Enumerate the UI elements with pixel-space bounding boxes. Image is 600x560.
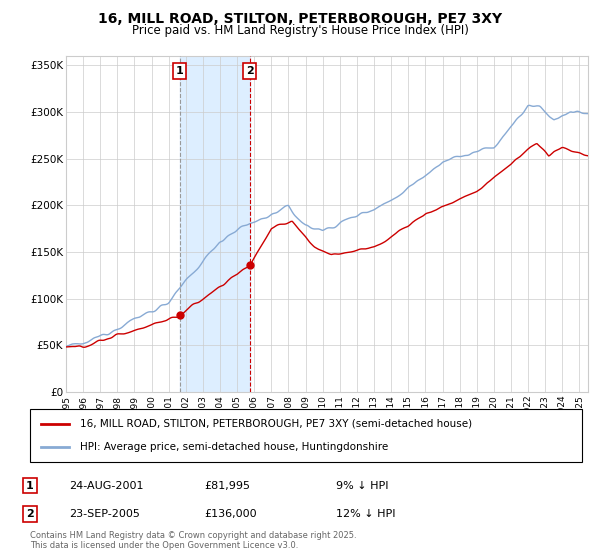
Text: 24-AUG-2001: 24-AUG-2001 — [69, 480, 143, 491]
Text: 23-SEP-2005: 23-SEP-2005 — [69, 509, 140, 519]
Text: £81,995: £81,995 — [204, 480, 250, 491]
Text: £136,000: £136,000 — [204, 509, 257, 519]
Text: 16, MILL ROAD, STILTON, PETERBOROUGH, PE7 3XY: 16, MILL ROAD, STILTON, PETERBOROUGH, PE… — [98, 12, 502, 26]
Text: 1: 1 — [176, 66, 184, 76]
Text: Contains HM Land Registry data © Crown copyright and database right 2025.
This d: Contains HM Land Registry data © Crown c… — [30, 530, 356, 550]
Text: 9% ↓ HPI: 9% ↓ HPI — [336, 480, 389, 491]
Text: 16, MILL ROAD, STILTON, PETERBOROUGH, PE7 3XY (semi-detached house): 16, MILL ROAD, STILTON, PETERBOROUGH, PE… — [80, 419, 472, 429]
Text: Price paid vs. HM Land Registry's House Price Index (HPI): Price paid vs. HM Land Registry's House … — [131, 24, 469, 37]
Text: 2: 2 — [26, 509, 34, 519]
Text: 1: 1 — [26, 480, 34, 491]
FancyBboxPatch shape — [30, 409, 582, 462]
Text: 12% ↓ HPI: 12% ↓ HPI — [336, 509, 395, 519]
Text: HPI: Average price, semi-detached house, Huntingdonshire: HPI: Average price, semi-detached house,… — [80, 442, 388, 452]
Text: 2: 2 — [246, 66, 254, 76]
Bar — [180, 56, 250, 392]
